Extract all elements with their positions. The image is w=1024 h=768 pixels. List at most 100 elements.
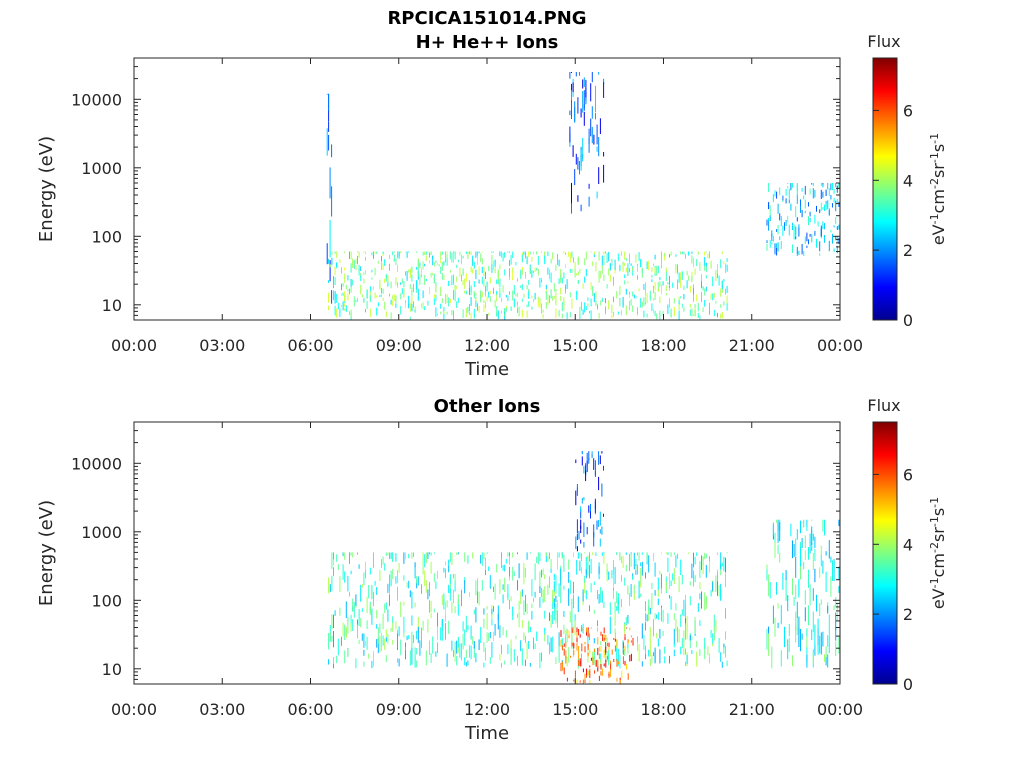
spectrogram-cell [792, 655, 793, 667]
spectrogram-cell [659, 281, 661, 287]
spectrogram-cell [456, 276, 458, 282]
spectrogram-cell [586, 627, 588, 633]
spectrogram-cell [779, 522, 781, 542]
spectrogram-cell [334, 277, 336, 285]
spectrogram-cell [611, 314, 613, 319]
spectrogram-cell [601, 483, 603, 497]
spectrogram-cell [796, 183, 798, 192]
spectrogram-cell [334, 305, 336, 316]
spectrogram-cell [488, 265, 490, 272]
spectrogram-cell [486, 613, 488, 630]
spectrogram-cell [641, 561, 643, 576]
spectrogram-cell [796, 601, 798, 618]
spectrogram-cell [374, 251, 376, 254]
spectrogram-cell [512, 606, 514, 616]
spectrogram-cell [686, 280, 688, 289]
spectrogram-cell [558, 278, 560, 284]
spectrogram-cell [800, 520, 801, 534]
spectrogram-cell [717, 581, 718, 596]
spectrogram-cell [678, 576, 680, 593]
spectrogram-cell [377, 627, 379, 644]
spectrogram-cell [541, 569, 542, 578]
spectrogram-cell [475, 607, 477, 623]
spectrogram-cell [563, 301, 565, 311]
spectrogram-cell [630, 552, 632, 554]
spectrogram-cell [595, 552, 597, 556]
spectrogram-cell [691, 255, 693, 260]
spectrogram-cell [552, 257, 554, 260]
spectrogram-cell [588, 196, 590, 207]
spectrogram-cell [336, 251, 338, 258]
spectrogram-cell [667, 613, 669, 624]
spectrogram-cell [389, 255, 390, 259]
spectrogram-cell [824, 654, 825, 662]
spectrogram-cell [686, 270, 688, 276]
spectrogram-cell [774, 243, 776, 254]
spectrogram-cell [613, 576, 614, 589]
spectrogram-cell [641, 267, 643, 278]
spectrogram-cell [571, 90, 572, 101]
spectrogram-cell [547, 584, 549, 595]
spectrogram-cell [720, 552, 722, 569]
spectrogram-cell [552, 589, 554, 603]
spectrogram-cell [686, 654, 688, 664]
spectrogram-cell [376, 609, 378, 619]
spectrogram-cell [505, 630, 507, 638]
spectrogram-cell [712, 276, 714, 287]
spectrogram-cell [333, 614, 334, 629]
spectrogram-cell [357, 255, 358, 265]
spectrogram-cell [803, 250, 805, 256]
spectrogram-cell [594, 460, 596, 476]
spectrogram-cell [601, 255, 603, 266]
spectrogram-cell [814, 548, 816, 561]
spectrogram-cell [371, 661, 373, 669]
spectrogram-cell [645, 601, 646, 612]
spectrogram-cell [392, 251, 394, 256]
spectrogram-cell [587, 297, 589, 301]
y-tick-label: 100 [91, 591, 122, 610]
spectrogram-cell [608, 571, 610, 580]
spectrogram-cell [544, 574, 546, 580]
spectrogram-cell [411, 296, 413, 305]
spectrogram-cell [712, 642, 714, 647]
spectrogram-cell [726, 285, 728, 294]
spectrogram-cell [657, 598, 659, 605]
spectrogram-cell [598, 646, 600, 652]
spectrogram-cell [808, 605, 809, 626]
spectrogram-cell [629, 253, 630, 264]
spectrogram-cell [406, 582, 408, 588]
spectrogram-cell [341, 304, 342, 308]
spectrogram-cell [669, 254, 670, 258]
spectrogram-cell [553, 607, 555, 621]
spectrogram-cell [521, 284, 523, 290]
spectrogram-cell [525, 659, 526, 667]
spectrogram-cell [411, 287, 413, 296]
spectrogram-cell [560, 639, 562, 647]
spectrogram-cell [541, 652, 542, 662]
spectrogram-cell [433, 552, 435, 554]
spectrogram-cell [662, 281, 664, 286]
spectrogram-cell [384, 603, 386, 613]
spectrogram-cell [467, 555, 469, 564]
spectrogram-cell [680, 277, 682, 288]
spectrogram-cell [409, 284, 411, 289]
spectrogram-cell [416, 280, 418, 290]
spectrogram-cell [584, 578, 586, 594]
spectrogram-cell [358, 564, 360, 569]
spectrogram-cell [360, 618, 362, 628]
spectrogram-cell [518, 611, 520, 628]
spectrogram-cell [345, 601, 347, 618]
spectrogram-cell [558, 259, 560, 267]
spectrogram-cell [777, 203, 779, 214]
spectrogram-cell [406, 271, 408, 281]
spectrogram-cell [622, 296, 624, 307]
spectrogram-cell [577, 271, 579, 276]
spectrogram-cell [795, 556, 797, 578]
spectrogram-cell [605, 646, 607, 653]
spectrogram-cell [693, 284, 694, 292]
spectrogram-cell [507, 644, 509, 655]
spectrogram-cell [501, 644, 502, 655]
spectrogram-cell [486, 606, 488, 610]
spectrogram-cell [558, 552, 560, 558]
